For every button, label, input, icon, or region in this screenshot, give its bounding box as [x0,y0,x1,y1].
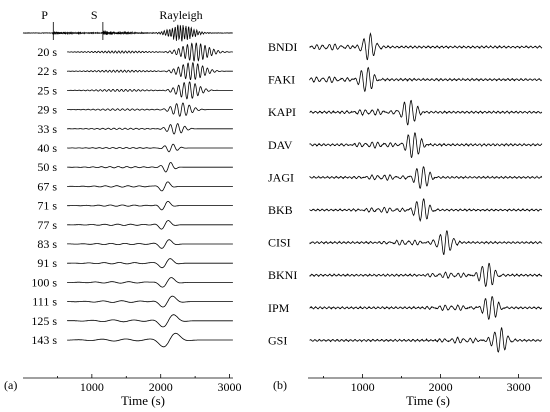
trace-111s [67,295,233,308]
phase-label-rayleigh: Rayleigh [159,8,202,22]
top-seismogram: P S Rayleigh [22,8,233,42]
x-ticks-b: 1000 2000 3000 [323,374,531,394]
trace-77s [67,220,233,230]
phase-label-p: P [41,8,48,22]
period-label: 22 s [37,64,57,78]
period-label: 125 s [31,314,57,328]
x-tick-label-b: 1000 [351,380,375,394]
station-trace-dav [309,132,543,159]
station-traces [309,32,543,353]
panel-a: P S Rayleigh 20 s 22 s 25 s 29 s 33 s 40 s 50 s 6… [4,8,242,408]
period-label: 25 s [37,83,57,97]
station-label: GSI [268,333,287,347]
period-label: 33 s [37,122,57,136]
trace-83s [66,239,233,249]
x-tick-label-b: 2000 [429,380,453,394]
x-tick-label-a: 2000 [149,380,173,394]
period-label: 100 s [31,275,57,289]
station-labels: BNDI FAKI KAPI DAV JAGI BKB CISI BKNI IPM GSI [268,40,297,347]
trace-20s [67,42,233,62]
period-label: 71 s [37,199,57,213]
x-axis-title-a: Time (s) [121,393,165,408]
station-label: IPM [268,301,290,315]
station-label: DAV [268,138,293,152]
trace-91s [67,258,233,269]
station-trace-kapi [309,99,543,126]
trace-143s [67,332,233,348]
period-label: 91 s [37,256,57,270]
x-tick-label-b: 3000 [507,380,531,394]
period-label: 111 s [32,295,57,309]
station-label: JAGI [268,170,294,184]
station-trace-bndi [309,32,543,61]
trace-100s [67,277,233,288]
station-trace-faki [309,66,542,93]
period-labels: 20 s 22 s 25 s 29 s 33 s 40 s 50 s 67 s 71 s 77 s… [31,45,57,347]
trace-25s [66,81,233,100]
station-label: BKB [268,203,293,217]
station-trace-jagi [309,166,543,189]
panel-label-a: (a) [4,378,17,392]
x-tick-label-a: 3000 [218,380,242,394]
period-label: 143 s [31,333,57,347]
period-label: 77 s [37,218,57,232]
period-label: 40 s [37,141,57,155]
trace-50s [67,162,233,173]
panel-label-b: (b) [273,378,287,392]
x-axis-title-b: Time (s) [406,393,450,408]
trace-22s [67,62,233,80]
period-label: 20 s [37,45,57,59]
period-label: 67 s [37,179,57,193]
trace-67s [67,181,233,192]
station-trace-bkb [309,198,543,222]
trace-29s [67,102,233,117]
x-tick-label-a: 1000 [80,380,104,394]
panel-b: BNDI FAKI KAPI DAV JAGI BKB CISI BKNI IPM GSI 100… [268,32,543,408]
trace-71s [67,201,233,211]
trace-40s [67,143,233,153]
station-trace-gsi [309,327,543,353]
station-trace-ipm [309,296,543,320]
period-label: 29 s [37,103,57,117]
period-label: 50 s [37,160,57,174]
station-trace-cisi [309,230,543,255]
phase-label-s: S [91,8,98,22]
station-label: FAKI [268,73,295,87]
raw-seismogram-trace [22,24,233,42]
station-label: BNDI [268,40,297,54]
station-label: CISI [268,236,291,250]
trace-125s [66,314,233,328]
station-label: KAPI [268,105,296,119]
station-label: BKNI [268,268,297,282]
x-ticks-a: 1000 2000 3000 [57,374,242,394]
station-trace-bkni [309,262,543,287]
trace-33s [67,123,233,135]
period-label: 83 s [37,237,57,251]
filtered-traces-a [66,42,233,348]
